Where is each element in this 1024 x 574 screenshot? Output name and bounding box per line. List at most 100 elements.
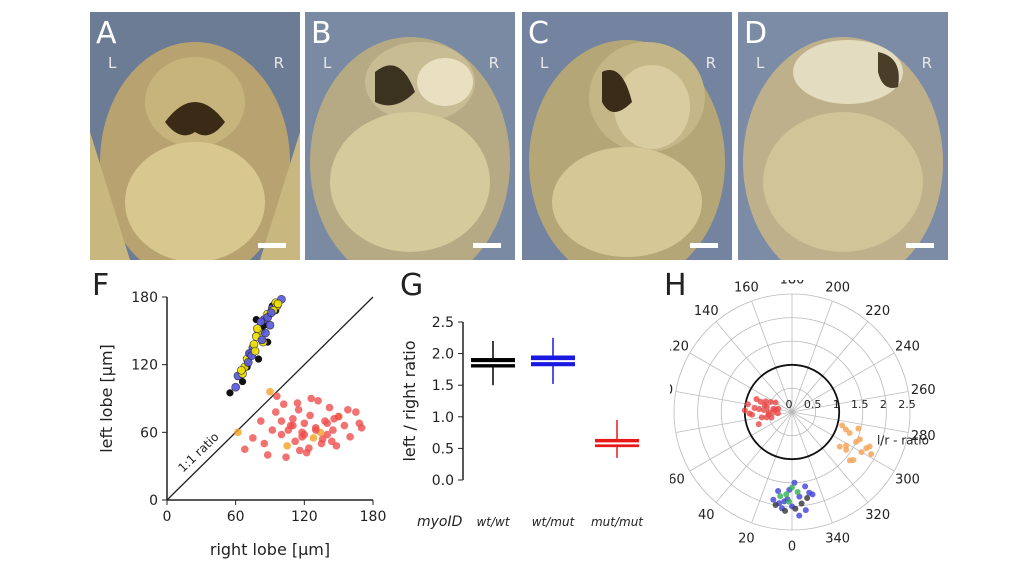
mut-point [289, 415, 297, 423]
het-point [250, 346, 260, 356]
angle-tick-label: 180 [780, 280, 805, 288]
radial-tick-label: 1 [833, 398, 840, 411]
black-point [792, 505, 799, 512]
red-point [757, 398, 764, 405]
red-point [770, 409, 777, 415]
black-point [782, 507, 789, 514]
y-tick-label: 0 [149, 493, 158, 509]
ratio-line [166, 296, 374, 501]
angle-tick-label: 160 [734, 281, 759, 296]
left-side-tag: L [108, 54, 117, 72]
right-side-tag: R [705, 54, 716, 72]
right-side-tag: R [488, 54, 499, 72]
mut-point [263, 451, 272, 459]
mut-point [318, 435, 327, 443]
radial-tick-label: 0 [786, 398, 793, 411]
orange-point [836, 443, 843, 450]
radial-axis-title: l/r - ratio [877, 434, 929, 448]
het-point [237, 366, 246, 375]
mut-point [277, 417, 286, 425]
panel-letter-g: G [400, 268, 424, 303]
mut-point [300, 419, 309, 428]
mut-point [271, 408, 280, 416]
angle-tick-label: 320 [865, 508, 890, 523]
red-point [744, 401, 751, 408]
scale-bar [690, 243, 718, 248]
grid-spoke [791, 352, 895, 413]
photo-panel-b: B L R [305, 12, 515, 260]
red-point [775, 405, 782, 412]
mut-point [291, 437, 299, 446]
angle-tick-label: 0 [788, 539, 796, 554]
radial-tick-label: 0.5 [804, 398, 822, 411]
y-tick-label: 2.5 [432, 315, 454, 331]
red-point [767, 399, 774, 406]
grid-spoke [791, 411, 869, 503]
red-point [748, 411, 755, 418]
mut-point [328, 437, 336, 446]
genitalia-photo-a [90, 12, 300, 260]
photo-letter: D [744, 16, 768, 51]
mut-point [340, 421, 349, 430]
angle-tick-label: 200 [825, 281, 850, 296]
orange-point [856, 436, 863, 443]
red-point [756, 406, 763, 413]
y-tick-label: 0.0 [432, 473, 454, 489]
y-tick-label: 2.0 [432, 347, 454, 363]
y-tick-label: 180 [131, 290, 158, 306]
mut-point [309, 434, 318, 442]
mut-point [241, 445, 249, 454]
grid-spoke [689, 411, 793, 472]
grid-spoke [751, 300, 793, 413]
angle-tick-label: 260 [911, 383, 936, 398]
blue-point [775, 488, 782, 495]
angle-tick-label: 340 [825, 531, 850, 546]
blue-point [791, 479, 798, 486]
mut-point [268, 426, 277, 434]
angle-tick-label: 20 [738, 531, 755, 546]
grid-spoke [715, 321, 793, 413]
y-tick-label: 0.5 [432, 441, 454, 457]
radial-tick-label: 2 [880, 398, 887, 411]
right-side-tag: R [921, 54, 932, 72]
blue-point [802, 507, 809, 514]
orange-point [839, 422, 846, 429]
orange-point [868, 451, 875, 458]
photo-letter: A [96, 16, 117, 51]
right-side-tag: R [273, 54, 284, 72]
x-axis-title: myoID [417, 514, 463, 530]
scatter-chart-f: 0 60 120 180 0 60 120 180 right lobe [µm] left lo… [97, 290, 386, 559]
red-point [763, 414, 770, 421]
het-point [273, 299, 283, 309]
het-point [266, 308, 276, 318]
het-point [231, 382, 240, 392]
mut-point [293, 399, 302, 407]
scale-bar [473, 243, 501, 248]
angle-tick-label: 60 [670, 473, 685, 488]
mut-point [352, 408, 360, 416]
angle-tick-label: 40 [698, 508, 715, 523]
y-tick-label: 1.0 [432, 410, 454, 426]
red-point [760, 407, 767, 414]
blue-point [796, 493, 803, 500]
angle-tick-label: 280 [911, 429, 936, 444]
orange-point [842, 426, 849, 433]
grid-spoke [791, 411, 833, 524]
wt-point [254, 355, 263, 363]
blue-point [809, 491, 816, 498]
green-point [783, 491, 790, 498]
scale-bar [906, 243, 934, 248]
red-point [758, 414, 765, 421]
grid-spoke [715, 411, 793, 503]
angle-tick-label: 100 [670, 383, 673, 398]
red-point [741, 407, 748, 414]
mut-point [330, 415, 338, 423]
het-point [243, 358, 253, 367]
orange-point [843, 442, 850, 449]
grid-spoke [791, 411, 895, 472]
mut-point [266, 387, 274, 396]
wt-point [238, 377, 247, 386]
mut-point [311, 426, 320, 434]
angle-tick-label: 240 [895, 339, 920, 354]
radial-tick-label: 1.5 [851, 398, 869, 411]
